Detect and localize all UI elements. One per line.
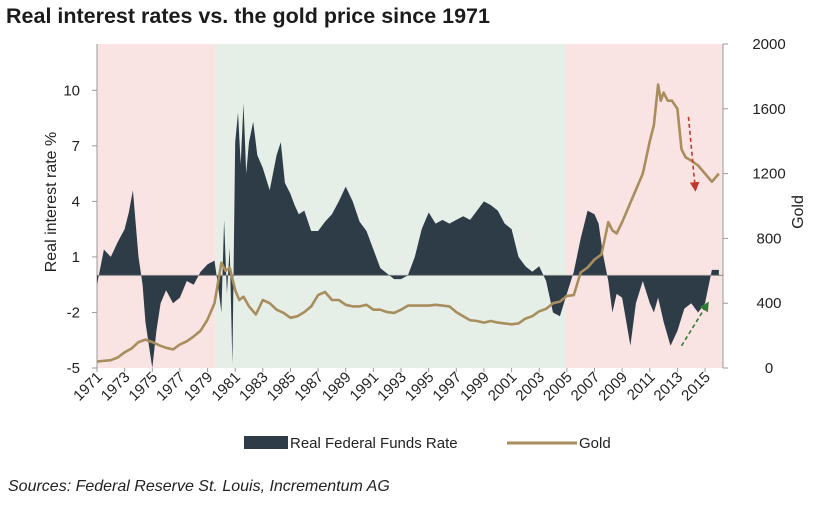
x-tick-label: 1987	[291, 369, 327, 405]
x-tick-label: 2003	[512, 369, 548, 405]
legend: Real Federal Funds Rate Gold	[244, 435, 611, 452]
x-tick-label: 1983	[236, 369, 272, 405]
gold-line	[96, 83, 720, 363]
x-tick-label: 2005	[540, 369, 576, 405]
shaded-region-3	[565, 44, 723, 368]
x-tick-label: 2007	[568, 369, 604, 405]
left-tick-label: 7	[72, 138, 80, 155]
x-tick-label: 1979	[181, 369, 217, 405]
right-tick-label: 800	[756, 230, 781, 247]
x-tick-label: 2013	[651, 369, 687, 405]
y-axis-label-left: Real interest rate %	[43, 132, 60, 273]
x-tick-label: 1999	[457, 369, 493, 405]
x-tick-label: 1989	[319, 369, 355, 405]
x-tick-label: 1981	[208, 369, 244, 405]
y-axis-label-right: Gold	[790, 195, 807, 229]
right-tick-label: 1200	[752, 166, 785, 183]
legend-label-fed-funds: Real Federal Funds Rate	[290, 435, 458, 452]
right-tick-label: 2000	[752, 36, 785, 53]
x-tick-label: 1977	[153, 369, 189, 405]
x-tick-label: 2001	[485, 369, 521, 405]
right-tick-label: 1600	[752, 101, 785, 118]
left-tick-label: -5	[67, 360, 80, 377]
legend-swatch-fed-funds	[244, 436, 288, 449]
x-tick-label: 2011	[624, 369, 659, 404]
source-note: Sources: Federal Reserve St. Louis, Incr…	[8, 478, 390, 495]
x-tick-label: 1973	[98, 369, 134, 405]
annotation-arrows	[680, 116, 709, 347]
x-tick-label: 1991	[347, 369, 383, 405]
chart-title: Real interest rates vs. the gold price s…	[6, 4, 490, 28]
right-axis-ticks: 0 400 800 1200 1600 2000	[723, 36, 786, 377]
left-tick-label: 4	[72, 193, 80, 210]
legend-label-gold: Gold	[579, 435, 611, 452]
left-tick-label: 1	[72, 249, 80, 266]
left-tick-label: -2	[67, 304, 80, 321]
right-tick-label: 400	[756, 295, 781, 312]
x-tick-label: 1993	[374, 369, 410, 405]
left-tick-label: 10	[63, 82, 80, 99]
green-arrow-annotation	[680, 301, 709, 347]
x-tick-label: 1995	[402, 369, 438, 405]
x-tick-label: 1985	[264, 369, 300, 405]
x-tick-label: 2015	[678, 369, 714, 405]
left-axis-ticks: -5 -2 1 4 7 10	[63, 82, 97, 377]
x-tick-label: 2009	[595, 369, 631, 405]
red-arrow-annotation	[687, 116, 700, 192]
right-tick-label: 0	[765, 360, 773, 377]
real-fed-funds-area	[97, 103, 719, 368]
x-tick-label: 1997	[430, 369, 466, 405]
x-tick-label: 1975	[125, 369, 161, 405]
x-axis-ticks: 1971197319751977197919811983198519871989…	[70, 368, 714, 404]
